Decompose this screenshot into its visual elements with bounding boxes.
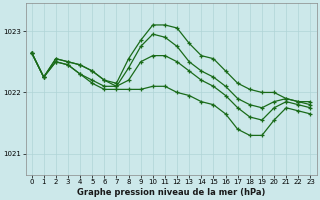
X-axis label: Graphe pression niveau de la mer (hPa): Graphe pression niveau de la mer (hPa) [77, 188, 265, 197]
